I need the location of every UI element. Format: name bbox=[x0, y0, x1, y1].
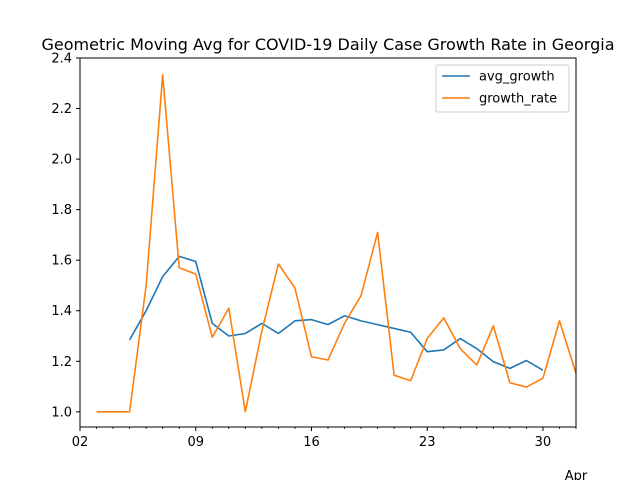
x-tick-label: 09 bbox=[187, 435, 204, 450]
y-tick-label: 2.2 bbox=[51, 102, 72, 117]
y-tick-label: 1.8 bbox=[51, 203, 72, 218]
y-tick-label: 1.6 bbox=[51, 254, 72, 269]
plot-lines bbox=[96, 74, 577, 413]
y-axis: 1.0 1.2 1.4 1.6 1.8 2.0 2.2 2.4 bbox=[51, 52, 80, 420]
y-tick-label: 1.2 bbox=[51, 355, 72, 370]
x-tick-label: 30 bbox=[535, 435, 552, 450]
legend-label-avg-growth: avg_growth bbox=[479, 70, 555, 85]
y-tick-label: 2.0 bbox=[51, 153, 72, 168]
x-tick-label: 02 bbox=[72, 435, 89, 450]
series-line-avg-growth bbox=[128, 255, 544, 371]
x-tick-label: 16 bbox=[303, 435, 320, 450]
y-tick-label: 1.4 bbox=[51, 304, 72, 319]
legend-label-growth-rate: growth_rate bbox=[479, 92, 557, 107]
axes-frame bbox=[79, 57, 577, 428]
x-axis: 02 Apr 09 16 23 30 bbox=[72, 427, 588, 480]
x-tick-label: 23 bbox=[419, 435, 436, 450]
legend: avg_growth growth_rate bbox=[435, 64, 570, 113]
chart-title: Geometric Moving Avg for COVID-19 Daily … bbox=[41, 35, 614, 54]
series-line-growth-rate bbox=[96, 74, 577, 413]
y-tick-label: 1.0 bbox=[51, 405, 72, 420]
x-axis-month-label: Apr bbox=[565, 469, 588, 480]
y-tick-label: 2.4 bbox=[51, 52, 72, 67]
